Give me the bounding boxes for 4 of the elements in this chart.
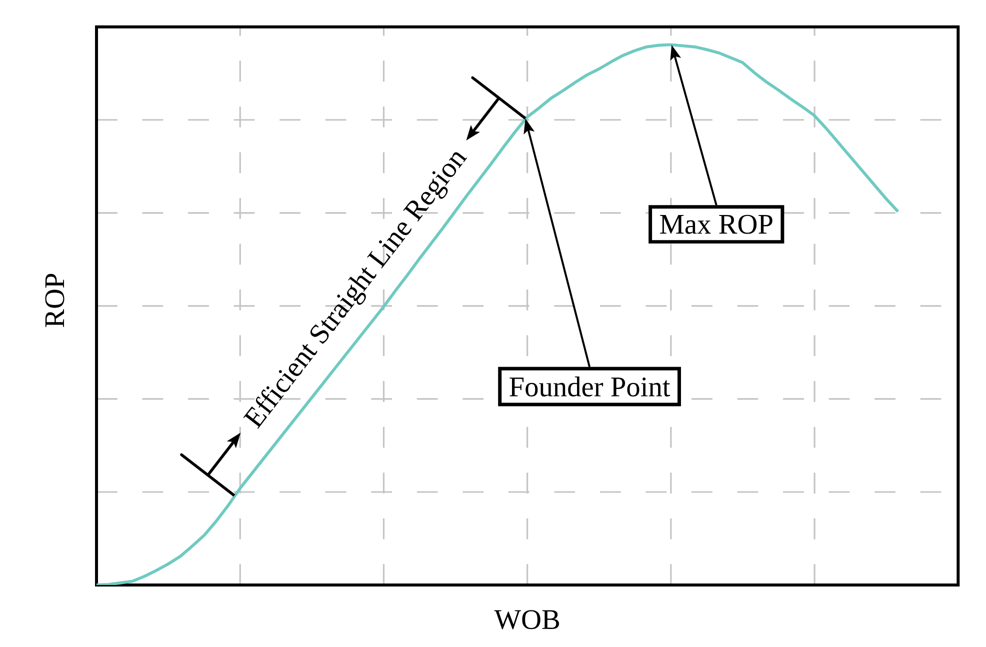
annotation: Founder Point [510, 376, 670, 397]
y-axis-title: ROP [45, 274, 64, 328]
x-axis-title: WOB [494, 610, 560, 630]
annotation: Max ROP [660, 214, 772, 234]
